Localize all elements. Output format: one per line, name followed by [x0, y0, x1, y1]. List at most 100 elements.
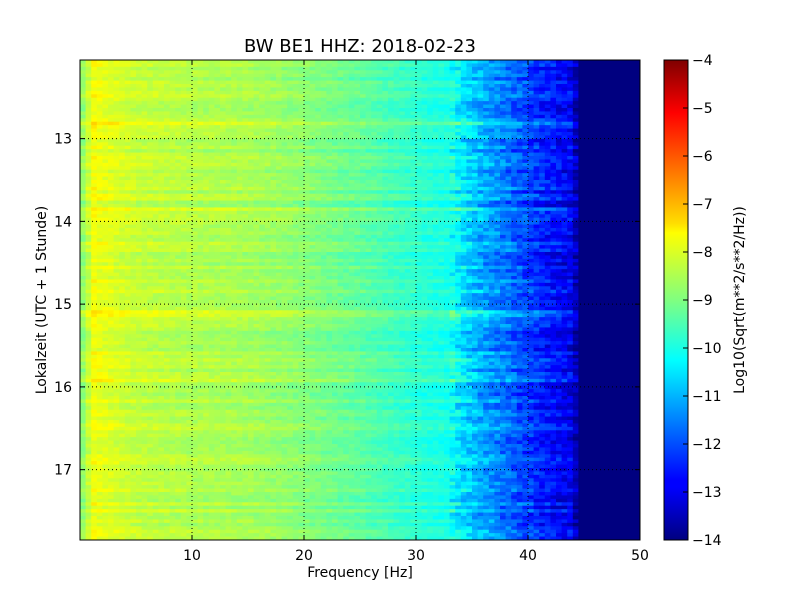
- heatmap-cell: [338, 122, 344, 126]
- heatmap-cell: [130, 84, 136, 88]
- heatmap-cell: [528, 129, 534, 133]
- heatmap-cell: [175, 139, 181, 143]
- heatmap-cell: [304, 118, 310, 122]
- heatmap-cell: [606, 156, 612, 160]
- heatmap-cell: [422, 132, 428, 136]
- heatmap-cell: [433, 163, 439, 167]
- heatmap-cell: [343, 87, 349, 91]
- heatmap-cell: [209, 163, 215, 167]
- heatmap-cell: [562, 156, 568, 160]
- heatmap-cell: [573, 70, 579, 74]
- heatmap-cell: [394, 201, 400, 205]
- heatmap-cell: [511, 63, 517, 67]
- heatmap-cell: [494, 125, 500, 129]
- heatmap-cell: [483, 180, 489, 184]
- heatmap-cell: [517, 63, 523, 67]
- heatmap-cell: [310, 153, 316, 157]
- heatmap-cell: [433, 204, 439, 208]
- heatmap-cell: [612, 183, 618, 187]
- heatmap-cell: [349, 74, 355, 78]
- heatmap-cell: [293, 197, 299, 201]
- heatmap-cell: [114, 122, 120, 126]
- heatmap-cell: [517, 173, 523, 177]
- heatmap-cell: [226, 207, 232, 211]
- heatmap-cell: [181, 67, 187, 71]
- heatmap-cell: [237, 84, 243, 88]
- heatmap-cell: [315, 214, 321, 218]
- heatmap-cell: [332, 142, 338, 146]
- heatmap-cell: [511, 211, 517, 215]
- heatmap-cell: [136, 159, 142, 163]
- heatmap-cell: [455, 108, 461, 112]
- heatmap-cell: [276, 77, 282, 81]
- heatmap-cell: [511, 170, 517, 174]
- heatmap-cell: [545, 132, 551, 136]
- heatmap-cell: [276, 115, 282, 119]
- heatmap-cell: [550, 153, 556, 157]
- heatmap-cell: [354, 146, 360, 150]
- heatmap-cell: [310, 108, 316, 112]
- heatmap-cell: [578, 201, 584, 205]
- heatmap-cell: [472, 183, 478, 187]
- heatmap-cell: [282, 187, 288, 191]
- heatmap-cell: [556, 84, 562, 88]
- heatmap-cell: [181, 211, 187, 215]
- heatmap-cell: [130, 221, 136, 225]
- heatmap-cell: [567, 225, 573, 229]
- heatmap-cell: [293, 187, 299, 191]
- heatmap-cell: [114, 98, 120, 102]
- heatmap-cell: [282, 159, 288, 163]
- heatmap-cell: [377, 77, 383, 81]
- heatmap-cell: [147, 204, 153, 208]
- heatmap-cell: [399, 125, 405, 129]
- heatmap-cell: [142, 146, 148, 150]
- heatmap-cell: [450, 225, 456, 229]
- heatmap-cell: [500, 105, 506, 109]
- heatmap-cell: [595, 67, 601, 71]
- heatmap-cell: [97, 194, 103, 198]
- heatmap-cell: [595, 153, 601, 157]
- heatmap-cell: [80, 77, 86, 81]
- heatmap-cell: [606, 225, 612, 229]
- heatmap-cell: [399, 67, 405, 71]
- heatmap-cell: [181, 180, 187, 184]
- heatmap-cell: [326, 91, 332, 95]
- heatmap-cell: [310, 101, 316, 105]
- heatmap-cell: [119, 183, 125, 187]
- heatmap-cell: [242, 201, 248, 205]
- heatmap-cell: [321, 67, 327, 71]
- heatmap-cell: [506, 201, 512, 205]
- heatmap-cell: [556, 149, 562, 153]
- heatmap-cell: [472, 159, 478, 163]
- heatmap-cell: [623, 170, 629, 174]
- heatmap-cell: [427, 70, 433, 74]
- heatmap-cell: [354, 67, 360, 71]
- heatmap-cell: [539, 159, 545, 163]
- heatmap-cell: [97, 118, 103, 122]
- heatmap-cell: [170, 180, 176, 184]
- heatmap-cell: [108, 87, 114, 91]
- heatmap-cell: [623, 194, 629, 198]
- heatmap-cell: [231, 207, 237, 211]
- heatmap-cell: [282, 225, 288, 229]
- heatmap-cell: [214, 170, 220, 174]
- heatmap-cell: [399, 105, 405, 109]
- heatmap-cell: [545, 122, 551, 126]
- heatmap-cell: [192, 149, 198, 153]
- heatmap-cell: [108, 153, 114, 157]
- heatmap-cell: [528, 225, 534, 229]
- heatmap-cell: [494, 118, 500, 122]
- heatmap-cell: [612, 94, 618, 98]
- heatmap-cell: [567, 84, 573, 88]
- heatmap-cell: [338, 139, 344, 143]
- heatmap-cell: [595, 180, 601, 184]
- heatmap-cell: [601, 183, 607, 187]
- heatmap-cell: [455, 149, 461, 153]
- heatmap-cell: [86, 197, 92, 201]
- heatmap-cell: [142, 122, 148, 126]
- heatmap-cell: [399, 194, 405, 198]
- heatmap-cell: [562, 225, 568, 229]
- heatmap-cell: [478, 197, 484, 201]
- heatmap-cell: [545, 74, 551, 78]
- heatmap-cell: [181, 70, 187, 74]
